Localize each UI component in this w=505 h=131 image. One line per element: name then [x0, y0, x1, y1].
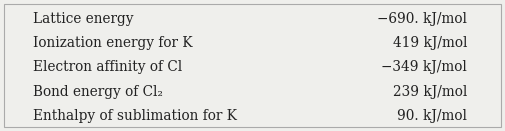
Text: 419 kJ/mol: 419 kJ/mol	[392, 36, 467, 50]
Text: 239 kJ/mol: 239 kJ/mol	[393, 85, 467, 99]
Text: Bond energy of Cl₂: Bond energy of Cl₂	[33, 85, 163, 99]
Text: −349 kJ/mol: −349 kJ/mol	[381, 61, 467, 74]
Text: 90. kJ/mol: 90. kJ/mol	[397, 109, 467, 123]
Text: −690. kJ/mol: −690. kJ/mol	[377, 12, 467, 26]
Text: Electron affinity of Cl: Electron affinity of Cl	[33, 61, 182, 74]
FancyBboxPatch shape	[4, 4, 501, 127]
Text: Lattice energy: Lattice energy	[33, 12, 133, 26]
Text: Ionization energy for K: Ionization energy for K	[33, 36, 192, 50]
Text: Enthalpy of sublimation for K: Enthalpy of sublimation for K	[33, 109, 237, 123]
